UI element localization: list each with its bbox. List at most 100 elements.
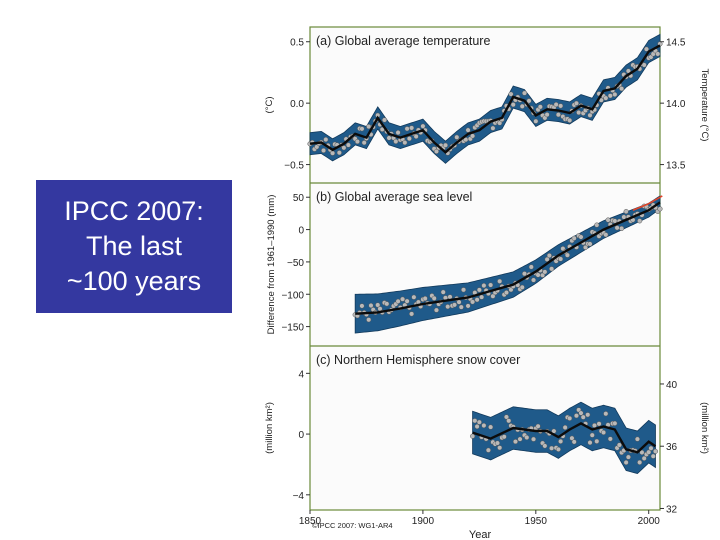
data-point-b: [395, 298, 401, 304]
data-point-b: [558, 256, 564, 262]
recent-trend-line: [632, 195, 663, 211]
data-point-a: [567, 117, 573, 123]
data-point-b: [359, 303, 365, 309]
right-tick-label-c: 40: [666, 380, 678, 391]
data-point-c: [637, 459, 643, 465]
data-point-c: [580, 414, 586, 420]
data-point-b: [488, 282, 494, 288]
data-point-b: [571, 235, 577, 241]
y-axis-label-c: (million km²): [264, 402, 275, 454]
panel-title-b: (b) Global average sea level: [316, 190, 472, 204]
data-point-a: [433, 148, 440, 154]
data-point-c: [474, 423, 480, 430]
data-point-a: [619, 86, 625, 92]
smoothed-curve-a: [309, 44, 661, 154]
data-point-b: [546, 253, 552, 259]
data-point-a: [393, 138, 399, 144]
data-point-c: [497, 445, 503, 451]
data-point-a: [490, 125, 496, 131]
data-point-b: [400, 296, 406, 302]
data-point-a: [323, 136, 329, 143]
data-point-a: [576, 110, 582, 116]
data-point-a: [366, 124, 372, 130]
data-point-c: [558, 438, 564, 444]
data-point-a: [341, 145, 347, 151]
right-tick-label-a: 13.5: [666, 161, 686, 172]
data-point-c: [524, 434, 530, 441]
data-point-b: [605, 217, 611, 223]
right-tick-label-c: 36: [666, 442, 678, 453]
y-axis-label-b: Difference from 1961–1990 (mm): [266, 195, 277, 335]
data-point-a: [402, 140, 408, 146]
data-point-a: [533, 118, 539, 124]
y-tick-label-b: −100: [281, 290, 304, 301]
data-point-c: [555, 446, 561, 452]
y-tick-label-c: −4: [293, 491, 305, 502]
callout-line-2: The last: [85, 231, 183, 261]
data-point-b: [404, 298, 410, 304]
data-point-b: [409, 311, 415, 317]
data-point-b: [587, 241, 593, 247]
data-point-a: [413, 133, 419, 140]
data-point-c: [485, 447, 491, 453]
data-point-b: [481, 283, 487, 289]
data-point-c: [623, 459, 629, 466]
data-point-c: [578, 410, 584, 416]
callout-line-3: ~100 years: [66, 266, 202, 296]
data-point-a: [643, 46, 650, 52]
data-point-a: [555, 112, 561, 118]
data-point-a: [603, 95, 609, 101]
data-point-b: [431, 295, 437, 301]
x-axis-label: Year: [469, 529, 492, 540]
x-tick-label: 1900: [412, 516, 435, 527]
data-point-a: [381, 117, 388, 123]
callout-line-1: IPCC 2007:: [64, 196, 204, 226]
data-point-c: [607, 436, 613, 442]
y-tick-label-c: 0: [298, 430, 304, 441]
data-point-c: [569, 435, 575, 441]
data-point-b: [384, 301, 390, 307]
data-point-b: [614, 225, 620, 231]
data-point-b: [519, 284, 525, 290]
data-point-c: [517, 436, 523, 442]
data-point-b: [657, 206, 663, 212]
data-point-c: [470, 433, 476, 439]
data-point-c: [652, 448, 659, 454]
data-point-a: [361, 140, 367, 146]
data-point-a: [442, 142, 449, 148]
data-point-b: [544, 256, 550, 262]
data-point-b: [582, 244, 589, 250]
data-point-a: [420, 123, 426, 129]
data-point-b: [621, 214, 627, 220]
data-point-a: [454, 134, 460, 140]
x-tick-label: 2000: [638, 516, 661, 527]
data-point-b: [603, 232, 609, 238]
data-point-c: [530, 436, 537, 442]
data-point-c: [591, 422, 598, 429]
data-point-a: [510, 102, 516, 108]
data-point-a: [354, 139, 360, 145]
data-point-a: [573, 100, 580, 106]
callout-box: IPCC 2007: The last ~100 years: [36, 180, 232, 313]
credit-text: ©IPCC 2007: WG1-AR4: [312, 521, 393, 530]
data-point-b: [549, 266, 555, 272]
data-point-c: [494, 440, 500, 446]
data-point-b: [447, 294, 453, 300]
data-point-c: [589, 432, 595, 438]
data-point-b: [470, 299, 476, 305]
data-point-a: [497, 120, 503, 126]
data-point-b: [637, 218, 643, 224]
data-point-c: [476, 419, 482, 425]
data-point-b: [476, 287, 482, 293]
data-point-c: [616, 442, 622, 448]
y-tick-label-b: −50: [287, 258, 304, 269]
data-point-b: [490, 293, 496, 299]
data-point-a: [544, 112, 550, 118]
data-point-c: [625, 454, 631, 460]
data-point-c: [562, 424, 568, 431]
data-point-a: [336, 150, 342, 156]
data-point-c: [648, 445, 654, 451]
y-axis-label-a: (°C): [264, 97, 275, 114]
data-point-c: [567, 415, 573, 421]
y-tick-label-c: 4: [298, 369, 304, 380]
